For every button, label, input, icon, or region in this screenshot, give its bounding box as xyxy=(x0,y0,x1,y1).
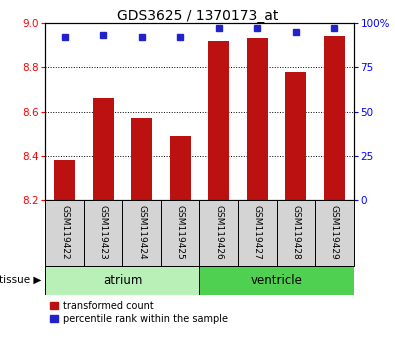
Bar xyxy=(276,200,315,266)
Bar xyxy=(45,266,199,295)
Bar xyxy=(45,200,84,266)
Bar xyxy=(246,39,268,200)
Bar xyxy=(315,200,354,266)
Text: ventricle: ventricle xyxy=(250,274,303,286)
Bar xyxy=(324,36,345,200)
Bar xyxy=(199,266,354,295)
Bar xyxy=(285,72,307,200)
Bar xyxy=(161,200,199,266)
Bar xyxy=(131,118,152,200)
Legend: transformed count, percentile rank within the sample: transformed count, percentile rank withi… xyxy=(50,301,228,324)
Bar xyxy=(238,200,276,266)
Text: GSM119424: GSM119424 xyxy=(137,205,146,260)
Bar xyxy=(54,160,75,200)
Text: GSM119426: GSM119426 xyxy=(214,205,223,260)
Text: atrium: atrium xyxy=(103,274,142,286)
Text: GSM119425: GSM119425 xyxy=(176,205,185,260)
Bar xyxy=(84,200,122,266)
Bar xyxy=(169,136,191,200)
Text: GSM119422: GSM119422 xyxy=(60,205,69,260)
Text: GSM119427: GSM119427 xyxy=(253,205,262,260)
Bar xyxy=(208,41,229,200)
Bar xyxy=(199,200,238,266)
Bar xyxy=(122,200,161,266)
Bar xyxy=(92,98,114,200)
Text: tissue ▶: tissue ▶ xyxy=(0,275,41,285)
Text: GSM119428: GSM119428 xyxy=(291,205,300,260)
Text: GDS3625 / 1370173_at: GDS3625 / 1370173_at xyxy=(117,9,278,23)
Text: GSM119429: GSM119429 xyxy=(330,205,339,260)
Text: GSM119423: GSM119423 xyxy=(99,205,108,260)
